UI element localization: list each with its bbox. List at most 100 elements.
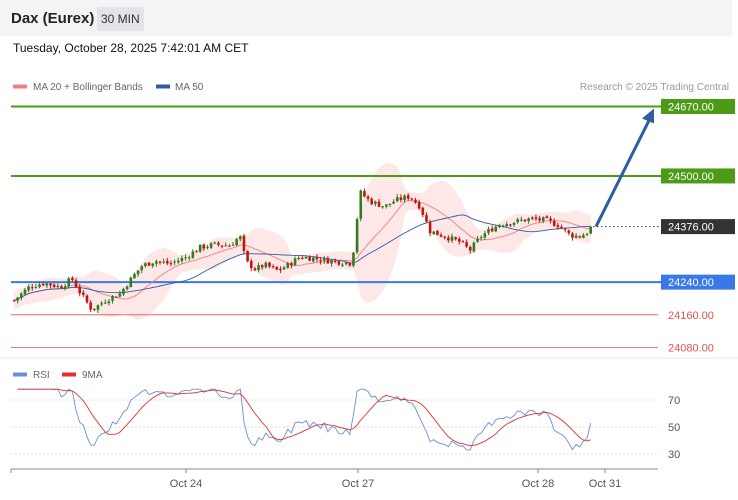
candle-body — [166, 260, 169, 264]
rsi-legend-label: RSI — [33, 370, 50, 381]
candle-body — [239, 236, 242, 240]
timestamp: Tuesday, October 28, 2025 7:42:01 AM CET — [13, 41, 249, 55]
ma20-line — [13, 200, 591, 302]
candle-body — [151, 263, 154, 266]
candle-body — [355, 219, 359, 253]
candle-body — [111, 296, 114, 301]
level-tag-resistance — [661, 168, 735, 184]
candle-body — [582, 235, 585, 238]
candle-body — [34, 287, 38, 289]
rsi-ma-legend-swatch — [62, 372, 76, 377]
candle-body — [465, 242, 468, 247]
candle-body — [479, 237, 483, 239]
candle-body — [344, 262, 348, 265]
candle-body — [501, 225, 505, 227]
rsi-tick-label: 50 — [668, 422, 680, 434]
candle-body — [333, 260, 337, 262]
candle-body — [155, 261, 158, 264]
candle-body — [206, 247, 209, 249]
candle-body — [246, 250, 249, 262]
candle-body — [140, 266, 144, 271]
candle-body — [578, 236, 582, 238]
candle-body — [129, 277, 133, 288]
candle-body — [27, 286, 30, 291]
candle-body — [417, 201, 421, 209]
rsi-tick-label: 30 — [668, 449, 680, 461]
candle-body — [494, 226, 498, 232]
candle-body — [202, 244, 206, 249]
candle-body — [560, 227, 563, 229]
level-tag-resistance — [661, 99, 735, 114]
candle-body — [381, 206, 384, 208]
candle-body — [282, 267, 286, 270]
candle-body — [563, 228, 567, 230]
candle-body — [516, 219, 519, 223]
candle-body — [312, 257, 315, 262]
candle-body — [191, 251, 195, 258]
candle-body — [505, 223, 509, 227]
candle-body — [264, 262, 268, 268]
candle-body — [93, 308, 96, 310]
candle-body — [458, 238, 461, 242]
candle-body — [16, 297, 19, 301]
candle-body — [184, 257, 187, 259]
candle-body — [450, 236, 454, 241]
candle-body — [301, 257, 304, 259]
candle-body — [271, 266, 275, 268]
candle-body — [118, 293, 122, 297]
candle-body — [425, 215, 428, 222]
candle-body — [359, 190, 363, 219]
candle-body — [23, 289, 27, 295]
timeframe-button[interactable]: 30 MIN — [97, 7, 144, 31]
candle-body — [447, 237, 450, 241]
candle-body — [133, 274, 136, 279]
candle-body — [217, 242, 220, 245]
chart-header: Dax (Eurex) 30 MIN — [0, 0, 732, 36]
candle-body — [490, 228, 494, 232]
rsi-ma-line — [17, 388, 591, 447]
candle-body — [78, 286, 81, 294]
candle-body — [103, 302, 107, 304]
candle-body — [41, 283, 45, 286]
candle-body — [253, 268, 257, 271]
candle-body — [512, 222, 516, 225]
candle-body — [209, 243, 213, 248]
candle-body — [169, 263, 173, 265]
candle-body — [392, 201, 395, 204]
candle-body — [114, 296, 118, 298]
candle-body — [45, 283, 49, 286]
candle-body — [213, 242, 217, 244]
candle-body — [468, 246, 472, 251]
candle-body — [341, 264, 344, 266]
candle-body — [406, 195, 410, 199]
candle-body — [483, 233, 487, 238]
candle-body — [571, 233, 574, 238]
candle-body — [556, 225, 560, 228]
candle-body — [498, 225, 501, 228]
candle-body — [147, 262, 151, 266]
level-tag-current — [661, 219, 735, 235]
candle-body — [12, 300, 16, 302]
candle-body — [180, 258, 184, 261]
candle-body — [67, 278, 71, 287]
candle-body — [224, 245, 227, 247]
candle-body — [198, 244, 202, 252]
candle-body — [377, 201, 381, 207]
candle-body — [567, 230, 571, 234]
candle-body — [352, 252, 355, 266]
ma50-line — [13, 214, 591, 302]
candle-body — [370, 198, 373, 205]
candle-body — [348, 263, 352, 266]
candle-body — [574, 235, 578, 238]
candle-body — [52, 284, 56, 287]
candle-body — [71, 277, 74, 280]
candle-body — [231, 244, 235, 246]
candle-body — [235, 239, 238, 246]
candle-body — [330, 260, 333, 264]
candle-body — [195, 251, 198, 253]
candle-body — [162, 261, 165, 263]
candle-body — [395, 197, 399, 202]
ma50-legend-label: MA 50 — [175, 82, 204, 93]
level-label: 24240.00 — [668, 277, 714, 289]
candle-body — [249, 260, 253, 269]
